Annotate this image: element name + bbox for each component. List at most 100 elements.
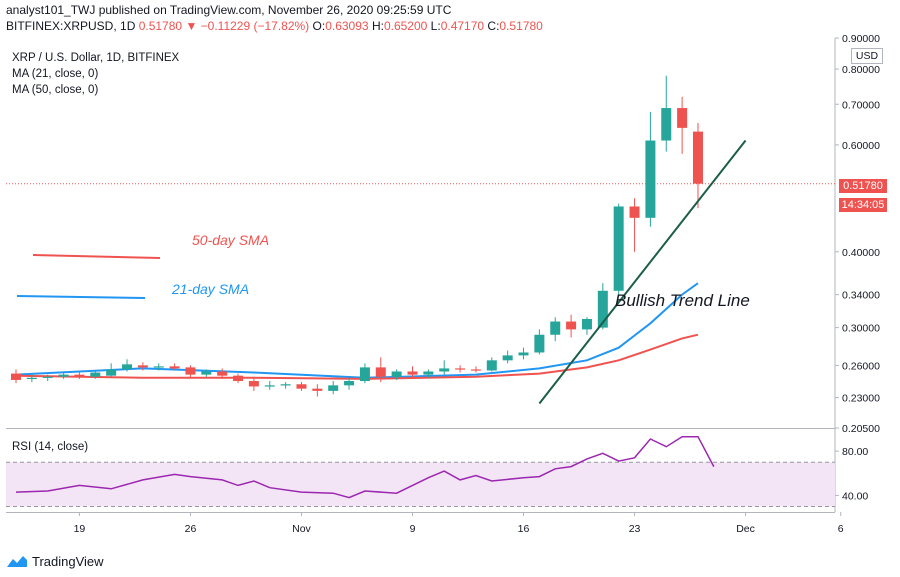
- candle: [248, 376, 259, 391]
- sma50-annotation-stroke: [32, 254, 161, 259]
- candle: [629, 198, 640, 252]
- price-tick-label: 0.80000: [842, 64, 880, 76]
- candle: [312, 384, 323, 397]
- candle: [106, 363, 117, 377]
- symbol-label: BITFINEX:XRPUSD, 1D: [6, 19, 136, 33]
- symbol-ohlc-line: BITFINEX:XRPUSD, 1D 0.51780 ▼ −0.11229 (…: [6, 19, 543, 33]
- candle: [375, 357, 386, 383]
- candle-body: [42, 376, 53, 378]
- close-value: 0.51780: [138, 19, 183, 33]
- close-ohlc-value: 0.51780: [499, 19, 543, 33]
- candle-body: [264, 385, 275, 387]
- change-value: ▼ −0.11229 (−17.82%): [185, 19, 310, 33]
- publisher-line: analyst101_TWJ published on TradingView.…: [6, 3, 452, 17]
- candle-body: [407, 371, 418, 375]
- time-tick-label: 6: [838, 523, 844, 535]
- sma21-annotation-stroke: [16, 295, 146, 299]
- candle: [581, 317, 592, 335]
- price-tick-label: 0.90000: [842, 33, 880, 45]
- candle-body: [359, 367, 370, 382]
- candle: [90, 371, 101, 379]
- candle-body: [90, 372, 101, 377]
- rsi-legend[interactable]: RSI (14, close): [12, 441, 89, 453]
- low-value: 0.47170: [440, 19, 485, 33]
- price-tick-label: 0.26000: [842, 360, 880, 372]
- candle: [645, 111, 656, 227]
- candle-body: [518, 352, 529, 356]
- candle: [692, 122, 703, 209]
- candle-body: [391, 371, 402, 377]
- candle-body: [439, 368, 450, 372]
- candle: [58, 372, 69, 379]
- candle-body: [550, 321, 561, 335]
- time-tick-label: 16: [518, 523, 530, 535]
- candle-body: [677, 108, 688, 128]
- candle-body: [375, 367, 386, 377]
- time-tick-label: 23: [629, 523, 641, 535]
- candle: [169, 363, 180, 370]
- candle-body: [296, 384, 307, 389]
- high-value: 0.65200: [383, 19, 428, 33]
- price-tick-label: 0.34000: [842, 290, 880, 302]
- candle: [280, 382, 291, 389]
- candle-body: [629, 206, 640, 218]
- candle-body: [486, 360, 497, 371]
- ma21-line: [15, 282, 699, 379]
- price-tick-label: 0.23000: [842, 393, 880, 405]
- candle: [153, 363, 164, 371]
- candle: [661, 75, 672, 152]
- candle: [185, 365, 196, 378]
- candle-body: [566, 321, 577, 330]
- candle: [74, 371, 85, 379]
- time-tick-label: 9: [410, 523, 416, 535]
- candle: [122, 359, 133, 372]
- candle-body: [280, 384, 291, 386]
- close-label: C:: [487, 19, 500, 33]
- candle: [344, 377, 355, 390]
- tradingview-logo-icon: [7, 556, 27, 567]
- candle-body: [534, 334, 545, 353]
- candle: [26, 373, 37, 383]
- candle: [42, 374, 53, 382]
- candle-body: [645, 140, 656, 218]
- candle: [455, 365, 466, 373]
- candle: [677, 96, 688, 154]
- candle-body: [581, 318, 592, 330]
- candle-body: [74, 374, 85, 377]
- rsi-tick-label: 40.00: [842, 490, 868, 502]
- high-label: H:: [371, 19, 384, 33]
- candle-body: [613, 206, 624, 291]
- candle-body: [423, 371, 434, 375]
- open-value: 0.63093: [325, 19, 369, 33]
- candle-body: [502, 355, 513, 361]
- trend-annotation: Bullish Trend Line: [615, 291, 750, 310]
- candle: [391, 369, 402, 380]
- tradingview-footer[interactable]: TradingView: [6, 551, 104, 571]
- candle: [233, 373, 244, 384]
- candle: [328, 381, 339, 395]
- candle-body: [106, 369, 117, 376]
- currency-unit[interactable]: USD: [851, 48, 883, 64]
- price-tick-label: 0.70000: [842, 99, 880, 111]
- candle-body: [217, 371, 228, 376]
- time-tick-label: Nov: [292, 523, 311, 535]
- candle-body: [692, 131, 703, 184]
- candle-body: [201, 371, 212, 375]
- candle-body: [661, 108, 672, 141]
- candle-body: [11, 373, 21, 380]
- candle: [407, 366, 418, 378]
- candle: [11, 369, 21, 384]
- candle-body: [470, 369, 481, 371]
- sma21-annotation: 21-day SMA: [172, 281, 250, 297]
- ma21-legend[interactable]: MA (21, close, 0): [12, 68, 99, 80]
- candle-body: [169, 366, 180, 369]
- candle-body: [312, 388, 323, 391]
- candle: [566, 314, 577, 338]
- candle: [264, 381, 275, 390]
- price-pane: [6, 38, 835, 428]
- candle-body: [455, 368, 466, 370]
- price-tick-label: 0.60000: [842, 140, 880, 152]
- chart-title[interactable]: XRP / U.S. Dollar, 1D, BITFINEX: [12, 52, 180, 64]
- ma50-legend[interactable]: MA (50, close, 0): [12, 84, 99, 96]
